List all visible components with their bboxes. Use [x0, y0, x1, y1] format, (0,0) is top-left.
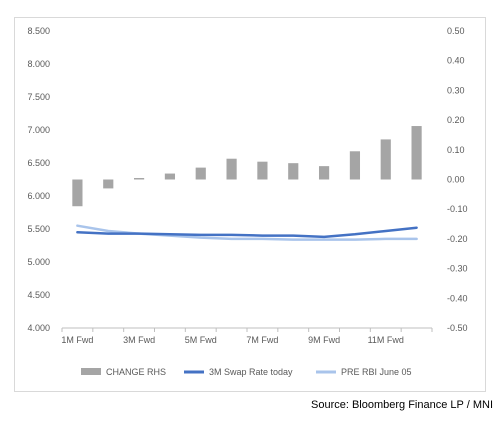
right-tick-label: 0.10 [447, 145, 465, 155]
bar-change-rhs [164, 173, 176, 180]
right-tick-label: 0.20 [447, 115, 465, 125]
left-tick-label: 7.500 [27, 92, 50, 102]
left-tick-label: 4.000 [27, 323, 50, 333]
bar-change-rhs [195, 167, 206, 180]
right-tick-label: -0.30 [447, 264, 468, 274]
x-tick-label: 7M Fwd [246, 335, 278, 345]
source-caption: Source: Bloomberg Finance LP / MNI [311, 399, 493, 411]
bar-change-rhs [411, 126, 422, 180]
right-tick-label: 0.50 [447, 26, 465, 36]
legend-label-pre-rbi: PRE RBI June 05 [341, 367, 412, 377]
x-tick-label: 1M Fwd [61, 335, 93, 345]
bar-change-rhs [288, 163, 299, 180]
legend-swatch-change [81, 368, 101, 375]
right-tick-label: -0.10 [447, 204, 468, 214]
left-tick-label: 6.500 [27, 158, 50, 168]
bar-series [72, 126, 422, 207]
left-tick-label: 6.000 [27, 191, 50, 201]
right-tick-label: 0.30 [447, 85, 465, 95]
bar-change-rhs [380, 139, 391, 180]
left-tick-label: 5.000 [27, 257, 50, 267]
line-swap-rate-today [76, 226, 418, 239]
left-axis-ticks: 4.000 4.500 5.000 5.500 6.000 6.500 7.000 7.500… [27, 26, 50, 333]
bar-change-rhs [226, 158, 237, 180]
x-tick-label: 11M Fwd [368, 335, 404, 345]
right-tick-label: -0.40 [447, 293, 468, 303]
left-tick-label: 8.000 [27, 59, 50, 69]
right-tick-label: -0.50 [447, 323, 468, 333]
right-tick-label: 0.00 [447, 175, 465, 185]
legend-label-change: CHANGE RHS [106, 367, 166, 377]
left-tick-label: 8.500 [27, 26, 50, 36]
x-axis-ticks: 1M Fwd 3M Fwd 5M Fwd 7M Fwd 9M Fwd 11M Fwd [61, 328, 433, 345]
bar-change-rhs [318, 166, 330, 180]
bar-change-rhs [257, 161, 268, 180]
bar-change-rhs [103, 179, 114, 189]
line-series [76, 224, 418, 241]
right-tick-label: -0.20 [447, 234, 468, 244]
legend-label-swap-today: 3M Swap Rate today [209, 367, 293, 377]
left-tick-label: 5.500 [27, 224, 50, 234]
x-tick-label: 5M Fwd [185, 335, 217, 345]
bar-change-rhs [349, 151, 361, 180]
bar-change-rhs [133, 178, 145, 180]
legend: CHANGE RHS 3M Swap Rate today PRE RBI Ju… [81, 367, 412, 377]
bar-change-rhs [72, 179, 83, 207]
x-tick-label: 9M Fwd [308, 335, 340, 345]
right-axis-ticks: -0.50 -0.40 -0.30 -0.20 -0.10 0.00 0.10 0.20 0.3… [447, 26, 468, 333]
left-tick-label: 7.000 [27, 125, 50, 135]
right-tick-label: 0.40 [447, 56, 465, 66]
x-tick-label: 3M Fwd [123, 335, 155, 345]
left-tick-label: 4.500 [27, 290, 50, 300]
